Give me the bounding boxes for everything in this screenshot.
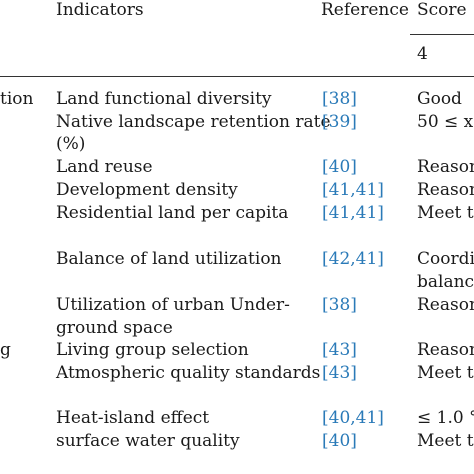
indicator-cell: Atmospheric quality standards [56,363,321,383]
header-score: Score [417,0,467,20]
reference-link[interactable]: [40] [322,431,357,451]
score-cell: Meet th [417,203,474,223]
indicator-cell: Land functional diversity [56,89,272,109]
reference-link[interactable]: [40] [322,157,357,177]
indicator-cell: Utilization of urban Under- [56,295,290,315]
score-cell: Reason [417,157,474,177]
reference-link[interactable]: [42,41] [322,249,384,269]
indicator-cell: Residential land per capita [56,203,289,223]
score-cell: Meet th [417,363,474,383]
score-subheader-rule [410,34,474,35]
reference-link[interactable]: [40,41] [322,408,384,428]
reference-link[interactable]: [39] [322,112,357,132]
reference-link[interactable]: [38] [322,89,357,109]
indicator-cell: Native landscape retention rate [56,112,331,132]
header-indicators: Indicators [56,0,144,20]
indicator-cell: Living group selection [56,340,249,360]
indicator-cell: Balance of land utilization [56,249,282,269]
reference-link[interactable]: [38] [322,295,357,315]
category-fragment-1: tion [0,89,34,109]
reference-link[interactable]: [41,41] [322,203,384,223]
header-bottom-rule [0,76,474,77]
indicator-cell: Heat-island effect [56,408,210,428]
indicator-cell: Land reuse [56,157,153,177]
score-cell: ≤ 1.0 ° [417,408,474,428]
indicator-cell: surface water quality [56,431,240,451]
score-cell: Meet th [417,431,474,451]
score-cell: Reason [417,340,474,360]
score-cell: 50 ≤ x [417,112,474,132]
header-score-sub: 4 [417,44,428,64]
score-cell: Reason [417,180,474,200]
reference-link[interactable]: [41,41] [322,180,384,200]
score-cell-continued: balance [417,272,474,292]
indicator-cell-continued: ground space [56,318,173,338]
score-cell: Coordi [417,249,474,269]
reference-link[interactable]: [43] [322,363,357,383]
reference-link[interactable]: [43] [322,340,357,360]
indicator-cell-continued: (%) [56,134,86,154]
header-reference: Reference [321,0,409,20]
indicator-cell: Development density [56,180,238,200]
score-cell: Reason [417,295,474,315]
score-cell: Good [417,89,462,109]
category-fragment-2: g [0,340,11,360]
